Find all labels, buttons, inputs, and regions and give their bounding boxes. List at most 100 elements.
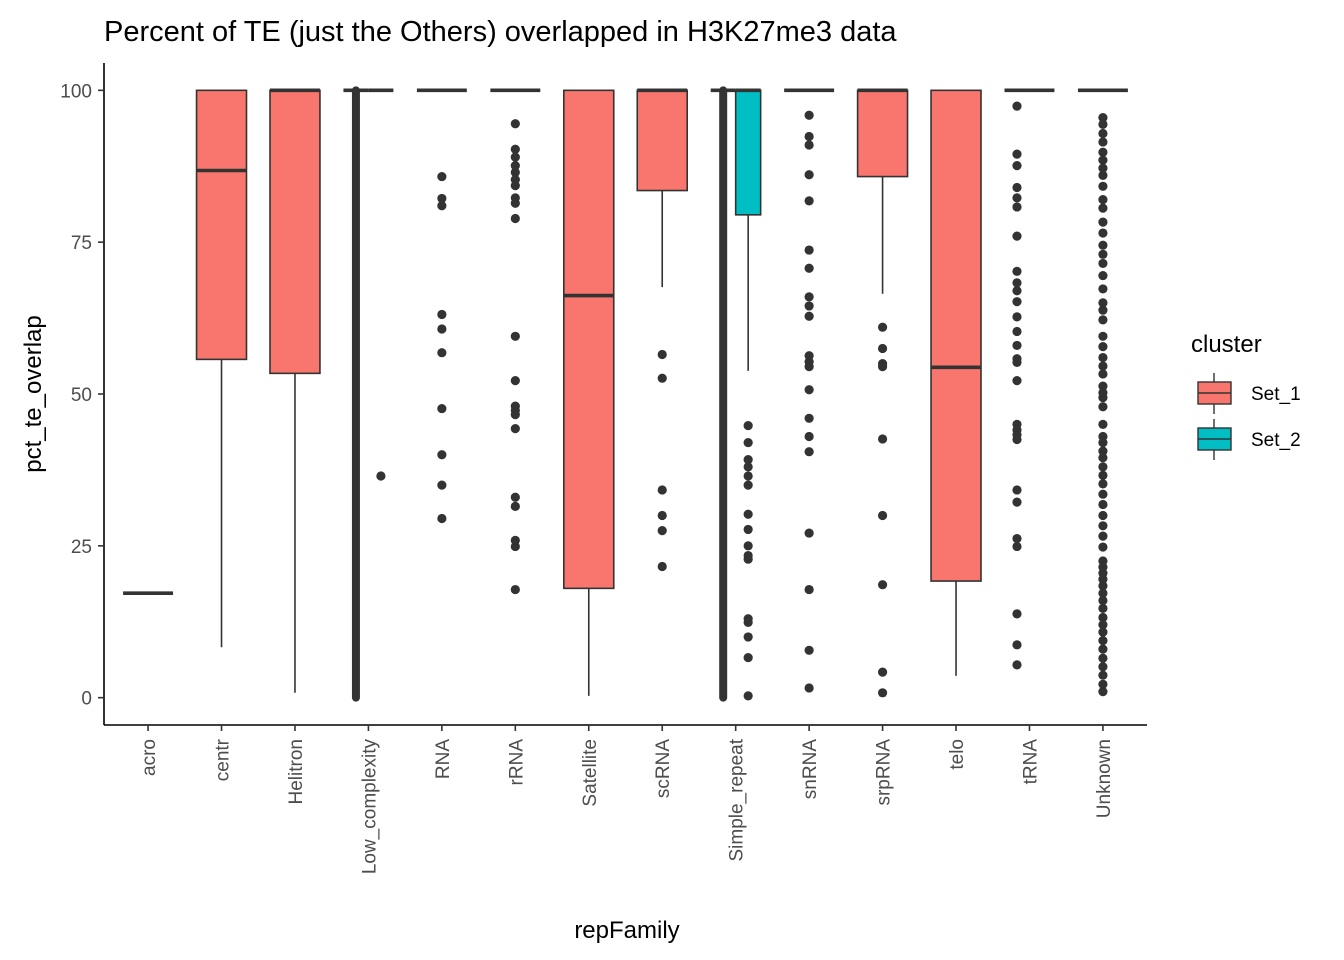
outlier-point xyxy=(437,193,447,204)
x-tick-label: scRNA xyxy=(653,739,674,798)
outlier-point xyxy=(1098,393,1108,403)
outlier-point xyxy=(1012,640,1022,650)
outlier-point xyxy=(1098,521,1108,531)
y-tick-label: 100 xyxy=(60,81,92,102)
outlier-point xyxy=(743,509,753,519)
outlier-point xyxy=(510,167,520,177)
outlier-point xyxy=(510,161,520,171)
outlier-point xyxy=(1098,542,1108,552)
outlier-point xyxy=(743,652,753,663)
x-tick-label: tRNA xyxy=(1020,739,1041,785)
outlier-point xyxy=(510,198,520,208)
outlier-point xyxy=(1098,653,1108,663)
box-body xyxy=(856,89,909,178)
box-body xyxy=(734,89,762,216)
outlier-point xyxy=(510,376,520,386)
outlier-point xyxy=(510,424,520,434)
outlier-point xyxy=(1098,670,1108,680)
outlier-point xyxy=(657,561,667,572)
outlier-point xyxy=(1098,489,1108,499)
box-Low_complexity-Set_1 xyxy=(343,86,369,702)
chart-title: Percent of TE (just the Others) overlapp… xyxy=(104,16,897,48)
outlier-point xyxy=(1012,340,1022,351)
outlier-point xyxy=(510,119,520,129)
outlier-point xyxy=(1098,510,1108,521)
outlier-band xyxy=(719,86,728,702)
outlier-point xyxy=(1012,161,1022,171)
outlier-point xyxy=(1012,101,1022,111)
outlier-point xyxy=(804,413,814,423)
box-body xyxy=(636,89,688,192)
outlier-point xyxy=(437,171,447,182)
outlier-point xyxy=(1098,163,1108,173)
outlier-point xyxy=(1098,147,1108,157)
outlier-point xyxy=(437,403,447,414)
outlier-point xyxy=(510,584,520,595)
outlier-point xyxy=(877,580,888,590)
outlier-point xyxy=(804,301,814,311)
box-centr-Set_1 xyxy=(195,89,248,648)
outlier-point xyxy=(1098,249,1108,259)
legend-title: cluster xyxy=(1191,331,1262,358)
outlier-point xyxy=(877,688,888,698)
outlier-point xyxy=(1098,352,1108,363)
outlier-point xyxy=(510,152,520,162)
outlier-point xyxy=(437,324,447,334)
y-tick-label: 75 xyxy=(71,233,92,254)
outlier-point xyxy=(1098,531,1108,541)
legend-key-Set_1: Set_1 xyxy=(1197,373,1301,414)
outlier-point xyxy=(804,131,814,142)
x-tick-label: Low_complexity xyxy=(359,739,380,875)
outlier-point xyxy=(804,584,814,595)
outlier-point xyxy=(437,513,447,524)
outlier-point xyxy=(743,454,753,465)
outlier-point xyxy=(1012,286,1022,296)
outlier-point xyxy=(1098,113,1108,123)
outlier-point xyxy=(657,349,667,360)
outlier-point xyxy=(1098,240,1108,250)
outlier-point xyxy=(877,322,888,332)
outlier-point xyxy=(1098,620,1108,630)
outlier-point xyxy=(1098,574,1108,584)
outlier-point xyxy=(804,645,814,655)
box-snRNA-Set_1 xyxy=(784,88,835,693)
box-Low_complexity-Set_2 xyxy=(368,88,394,481)
x-tick-label: Simple_repeat xyxy=(727,738,748,861)
outlier-point xyxy=(437,348,447,358)
box-RNA-Set_1 xyxy=(416,88,467,524)
outlier-point xyxy=(1098,462,1108,472)
box-Satellite-Set_1 xyxy=(563,89,615,696)
outlier-point xyxy=(1098,595,1108,606)
outlier-point xyxy=(804,263,814,273)
outlier-point xyxy=(1012,533,1022,544)
outlier-point xyxy=(510,492,520,502)
box-tRNA-Set_1 xyxy=(1004,88,1030,670)
plot-area xyxy=(123,86,1128,702)
x-tick-label: acro xyxy=(139,739,160,776)
outlier-point xyxy=(1012,266,1022,276)
outlier-point xyxy=(1098,181,1108,191)
outlier-point xyxy=(1098,499,1108,510)
outlier-point xyxy=(1098,284,1108,294)
box-telo-Set_1 xyxy=(930,89,982,676)
outlier-point xyxy=(1098,662,1108,672)
outlier-point xyxy=(743,617,753,627)
outlier-point xyxy=(437,309,447,320)
outlier-point xyxy=(804,110,814,120)
outlier-point xyxy=(804,292,814,302)
x-axis-ticks: acro centr Helitron Low_complexity RNA rRNA Sa… xyxy=(139,725,1115,874)
outlier-point xyxy=(877,667,888,677)
outlier-point xyxy=(1098,270,1108,281)
outlier-point xyxy=(1012,609,1022,619)
outlier-point xyxy=(1098,603,1108,613)
outlier-point xyxy=(1098,581,1108,591)
box-Unknown-Set_1 xyxy=(1077,88,1128,697)
outlier-point xyxy=(743,420,753,431)
box-body xyxy=(195,89,248,361)
outlier-point xyxy=(743,437,753,448)
x-tick-label: centr xyxy=(213,738,234,781)
box-Simple_repeat-Set_1 xyxy=(710,86,736,702)
y-tick-label: 50 xyxy=(71,385,92,406)
x-tick-label: snRNA xyxy=(800,739,821,800)
outlier-point xyxy=(437,480,447,490)
